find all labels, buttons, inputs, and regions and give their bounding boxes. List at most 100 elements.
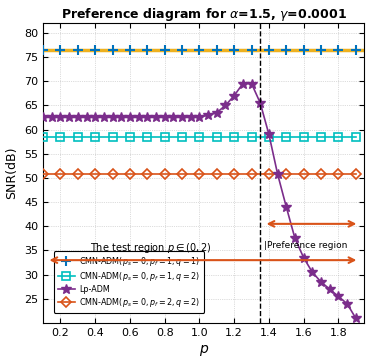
CMN-ADM($p_s=0,p_f=1,q=1$) (145, 48, 149, 52)
Lp-ADM (58, 115, 63, 120)
Lp-ADM (154, 115, 158, 120)
CMN-ADM($p_s=0,p_f=1,q=1$) (232, 48, 236, 52)
CMN-ADM($p_s=0,p_f=1,q=2$) (58, 135, 63, 139)
Lp-ADM (75, 115, 80, 120)
Lp-ADM (345, 301, 349, 306)
CMN-ADM($p_s=0,p_f=1,q=1$) (41, 48, 45, 52)
Lp-ADM (162, 115, 167, 120)
CMN-ADM($p_s=0,p_f=2,q=2$) (41, 172, 45, 176)
CMN-ADM($p_s=0,p_f=2,q=2$) (145, 172, 149, 176)
Lp-ADM (302, 256, 306, 260)
Lp-ADM (354, 316, 358, 320)
CMN-ADM($p_s=0,p_f=2,q=2$) (232, 172, 236, 176)
CMN-ADM($p_s=0,p_f=2,q=2$) (93, 172, 97, 176)
Lp-ADM (258, 101, 262, 105)
CMN-ADM($p_s=0,p_f=2,q=2$) (58, 172, 63, 176)
Lp-ADM (93, 115, 97, 120)
CMN-ADM($p_s=0,p_f=1,q=2$) (249, 135, 254, 139)
Text: The test region $p\in(0,2)$: The test region $p\in(0,2)$ (90, 241, 212, 255)
Lp-ADM (119, 115, 124, 120)
CMN-ADM($p_s=0,p_f=1,q=1$) (302, 48, 306, 52)
Lp-ADM (102, 115, 106, 120)
CMN-ADM($p_s=0,p_f=1,q=1$) (284, 48, 289, 52)
Lp-ADM (284, 205, 289, 209)
Lp-ADM (137, 115, 141, 120)
Lp-ADM (50, 115, 54, 120)
CMN-ADM($p_s=0,p_f=1,q=1$) (354, 48, 358, 52)
CMN-ADM($p_s=0,p_f=2,q=2$) (284, 172, 289, 176)
Line: CMN-ADM($p_s=0,p_f=1,q=2$): CMN-ADM($p_s=0,p_f=1,q=2$) (39, 133, 360, 141)
CMN-ADM($p_s=0,p_f=1,q=1$) (58, 48, 63, 52)
CMN-ADM($p_s=0,p_f=2,q=2$) (75, 172, 80, 176)
CMN-ADM($p_s=0,p_f=1,q=1$) (215, 48, 219, 52)
CMN-ADM($p_s=0,p_f=2,q=2$) (302, 172, 306, 176)
CMN-ADM($p_s=0,p_f=2,q=2$) (128, 172, 132, 176)
Line: Lp-ADM: Lp-ADM (38, 79, 361, 323)
Lp-ADM (180, 115, 184, 120)
CMN-ADM($p_s=0,p_f=1,q=2$) (41, 135, 45, 139)
Lp-ADM (110, 115, 115, 120)
CMN-ADM($p_s=0,p_f=1,q=1$) (267, 48, 271, 52)
Lp-ADM (189, 115, 193, 120)
Legend: CMN-ADM($p_s=0,p_f=1,q=1$), CMN-ADM($p_s=0,p_f=1,q=2$), Lp-ADM, CMN-ADM($p_s=0,p: CMN-ADM($p_s=0,p_f=1,q=1$), CMN-ADM($p_s… (54, 251, 204, 313)
CMN-ADM($p_s=0,p_f=1,q=2$) (145, 135, 149, 139)
Lp-ADM (249, 82, 254, 86)
Text: |Preference region: |Preference region (264, 241, 347, 250)
Lp-ADM (327, 287, 332, 291)
X-axis label: $p$: $p$ (199, 344, 209, 359)
CMN-ADM($p_s=0,p_f=1,q=2$) (354, 135, 358, 139)
CMN-ADM($p_s=0,p_f=1,q=1$) (336, 48, 341, 52)
Lp-ADM (240, 82, 245, 86)
Lp-ADM (128, 115, 132, 120)
CMN-ADM($p_s=0,p_f=1,q=1$) (162, 48, 167, 52)
Lp-ADM (232, 94, 236, 98)
CMN-ADM($p_s=0,p_f=1,q=2$) (336, 135, 341, 139)
CMN-ADM($p_s=0,p_f=1,q=1$) (180, 48, 184, 52)
CMN-ADM($p_s=0,p_f=2,q=2$) (197, 172, 202, 176)
CMN-ADM($p_s=0,p_f=1,q=2$) (267, 135, 271, 139)
CMN-ADM($p_s=0,p_f=1,q=2$) (197, 135, 202, 139)
CMN-ADM($p_s=0,p_f=1,q=1$) (319, 48, 323, 52)
CMN-ADM($p_s=0,p_f=2,q=2$) (319, 172, 323, 176)
Lp-ADM (310, 270, 314, 274)
CMN-ADM($p_s=0,p_f=1,q=2$) (180, 135, 184, 139)
CMN-ADM($p_s=0,p_f=1,q=2$) (302, 135, 306, 139)
CMN-ADM($p_s=0,p_f=1,q=2$) (93, 135, 97, 139)
CMN-ADM($p_s=0,p_f=1,q=2$) (162, 135, 167, 139)
Lp-ADM (171, 115, 176, 120)
Lp-ADM (293, 236, 297, 241)
Lp-ADM (336, 294, 341, 298)
Line: CMN-ADM($p_s=0,p_f=2,q=2$): CMN-ADM($p_s=0,p_f=2,q=2$) (40, 171, 359, 178)
CMN-ADM($p_s=0,p_f=1,q=2$) (75, 135, 80, 139)
CMN-ADM($p_s=0,p_f=1,q=2$) (128, 135, 132, 139)
Lp-ADM (197, 115, 202, 120)
CMN-ADM($p_s=0,p_f=2,q=2$) (215, 172, 219, 176)
CMN-ADM($p_s=0,p_f=1,q=2$) (319, 135, 323, 139)
Lp-ADM (206, 113, 210, 117)
Lp-ADM (84, 115, 89, 120)
CMN-ADM($p_s=0,p_f=1,q=1$) (197, 48, 202, 52)
CMN-ADM($p_s=0,p_f=1,q=2$) (215, 135, 219, 139)
CMN-ADM($p_s=0,p_f=1,q=1$) (93, 48, 97, 52)
Title: Preference diagram for $\alpha$=1.5, $\gamma$=0.0001: Preference diagram for $\alpha$=1.5, $\g… (61, 5, 347, 23)
CMN-ADM($p_s=0,p_f=1,q=1$) (128, 48, 132, 52)
Lp-ADM (67, 115, 71, 120)
CMN-ADM($p_s=0,p_f=1,q=1$) (249, 48, 254, 52)
Lp-ADM (41, 115, 45, 120)
CMN-ADM($p_s=0,p_f=1,q=1$) (110, 48, 115, 52)
CMN-ADM($p_s=0,p_f=2,q=2$) (249, 172, 254, 176)
CMN-ADM($p_s=0,p_f=2,q=2$) (354, 172, 358, 176)
CMN-ADM($p_s=0,p_f=1,q=2$) (232, 135, 236, 139)
Lp-ADM (275, 172, 280, 176)
Line: CMN-ADM($p_s=0,p_f=1,q=1$): CMN-ADM($p_s=0,p_f=1,q=1$) (38, 45, 361, 55)
Lp-ADM (319, 280, 323, 284)
Lp-ADM (223, 103, 228, 107)
CMN-ADM($p_s=0,p_f=2,q=2$) (110, 172, 115, 176)
CMN-ADM($p_s=0,p_f=2,q=2$) (336, 172, 341, 176)
Lp-ADM (145, 115, 149, 120)
CMN-ADM($p_s=0,p_f=1,q=1$) (75, 48, 80, 52)
Lp-ADM (267, 132, 271, 136)
CMN-ADM($p_s=0,p_f=2,q=2$) (267, 172, 271, 176)
CMN-ADM($p_s=0,p_f=1,q=2$) (110, 135, 115, 139)
Lp-ADM (215, 110, 219, 115)
